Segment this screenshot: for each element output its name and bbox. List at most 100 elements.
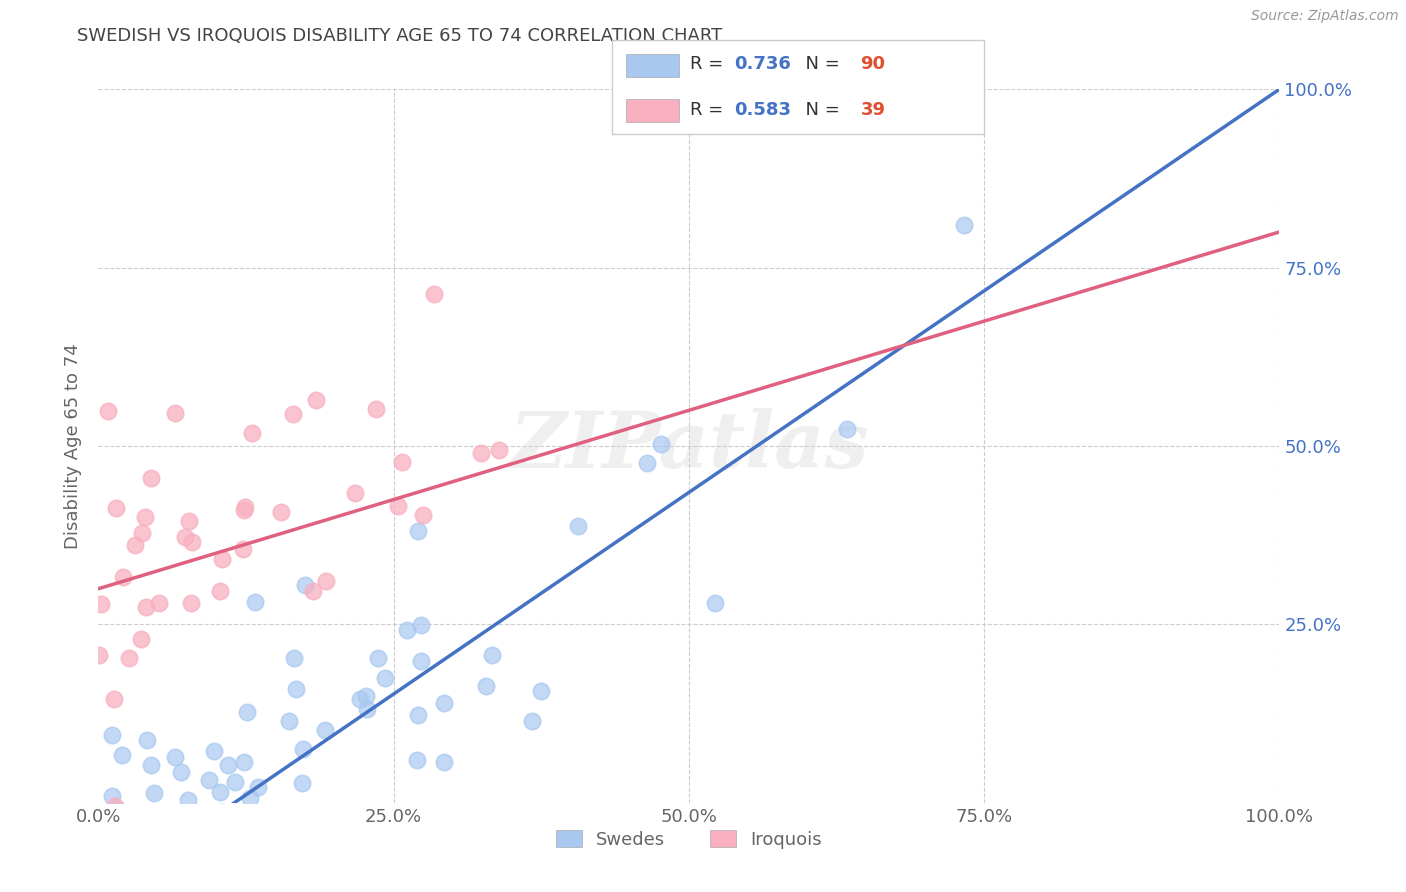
Point bbox=[283, 650, 305, 665]
Point bbox=[167, 830, 190, 844]
Point bbox=[302, 584, 325, 599]
Point bbox=[367, 650, 389, 665]
Text: 0.583: 0.583 bbox=[734, 101, 792, 119]
Point bbox=[285, 682, 308, 697]
Text: SWEDISH VS IROQUOIS DISABILITY AGE 65 TO 74 CORRELATION CHART: SWEDISH VS IROQUOIS DISABILITY AGE 65 TO… bbox=[77, 27, 723, 45]
Point bbox=[520, 714, 543, 728]
Point bbox=[354, 689, 377, 703]
Point bbox=[406, 708, 429, 723]
Text: 0.736: 0.736 bbox=[734, 55, 790, 73]
Point bbox=[87, 884, 110, 892]
Point bbox=[315, 574, 337, 588]
Point bbox=[217, 758, 239, 772]
Point bbox=[636, 456, 658, 470]
Point bbox=[104, 500, 127, 515]
Point bbox=[160, 810, 183, 824]
Point bbox=[111, 747, 134, 762]
Text: N =: N = bbox=[794, 55, 846, 73]
Point bbox=[294, 577, 316, 591]
Legend: Swedes, Iroquois: Swedes, Iroquois bbox=[547, 822, 831, 858]
Point bbox=[406, 524, 429, 538]
Point bbox=[198, 773, 221, 788]
Text: 39: 39 bbox=[860, 101, 886, 119]
Point bbox=[148, 596, 170, 610]
Point bbox=[135, 599, 157, 614]
Point bbox=[475, 679, 498, 693]
Point bbox=[395, 623, 418, 637]
Point bbox=[197, 871, 219, 885]
Point bbox=[107, 803, 129, 817]
Text: 90: 90 bbox=[860, 55, 886, 73]
Point bbox=[412, 508, 434, 523]
Point bbox=[195, 864, 218, 879]
Point bbox=[181, 814, 204, 828]
Point bbox=[211, 805, 233, 820]
Point bbox=[124, 537, 146, 551]
Point bbox=[217, 873, 239, 888]
Point bbox=[366, 402, 388, 417]
Point bbox=[224, 774, 246, 789]
Point bbox=[129, 632, 152, 646]
Point bbox=[232, 542, 254, 557]
Point bbox=[408, 809, 430, 823]
Point bbox=[104, 799, 127, 814]
Point bbox=[349, 692, 371, 706]
Text: Source: ZipAtlas.com: Source: ZipAtlas.com bbox=[1251, 9, 1399, 23]
Point bbox=[344, 486, 367, 500]
Point bbox=[953, 218, 976, 232]
Point bbox=[120, 814, 142, 829]
Point bbox=[209, 784, 232, 798]
Point bbox=[281, 407, 304, 421]
Text: N =: N = bbox=[794, 101, 846, 119]
Point bbox=[142, 786, 165, 800]
Point bbox=[177, 793, 200, 807]
Point bbox=[305, 392, 328, 407]
Point bbox=[181, 535, 204, 549]
Point bbox=[391, 455, 413, 469]
Point bbox=[135, 732, 157, 747]
Point bbox=[239, 790, 262, 805]
Point bbox=[97, 818, 120, 832]
Point bbox=[187, 826, 209, 840]
Point bbox=[174, 530, 197, 544]
Point bbox=[111, 570, 134, 584]
Point bbox=[270, 505, 292, 519]
Point bbox=[139, 471, 162, 485]
Point bbox=[211, 552, 233, 566]
Point bbox=[139, 757, 162, 772]
Point bbox=[481, 648, 503, 662]
Point bbox=[89, 648, 111, 663]
Point bbox=[488, 443, 510, 458]
Text: ZIPatlas: ZIPatlas bbox=[509, 408, 869, 484]
Point bbox=[170, 765, 193, 780]
Point bbox=[101, 728, 124, 742]
Point bbox=[433, 696, 456, 710]
Point bbox=[387, 499, 409, 513]
Point bbox=[567, 519, 589, 533]
Point bbox=[162, 871, 184, 886]
Point bbox=[278, 714, 301, 728]
Point bbox=[240, 847, 263, 862]
Point bbox=[165, 406, 187, 420]
Point bbox=[356, 702, 378, 716]
Point bbox=[422, 287, 444, 301]
Point bbox=[187, 833, 209, 847]
Point bbox=[240, 425, 263, 440]
Point bbox=[180, 809, 202, 823]
Point bbox=[90, 879, 112, 892]
Point bbox=[163, 750, 186, 764]
Point bbox=[236, 705, 259, 719]
Point bbox=[432, 756, 454, 770]
Point bbox=[399, 822, 422, 836]
Point bbox=[530, 683, 553, 698]
Point bbox=[835, 422, 858, 436]
Point bbox=[650, 436, 672, 450]
Point bbox=[470, 446, 492, 460]
Point bbox=[134, 510, 156, 524]
Point bbox=[290, 775, 312, 789]
Point bbox=[233, 500, 256, 514]
Point bbox=[314, 723, 336, 737]
Point bbox=[202, 744, 225, 758]
Point bbox=[101, 847, 124, 862]
Y-axis label: Disability Age 65 to 74: Disability Age 65 to 74 bbox=[65, 343, 83, 549]
